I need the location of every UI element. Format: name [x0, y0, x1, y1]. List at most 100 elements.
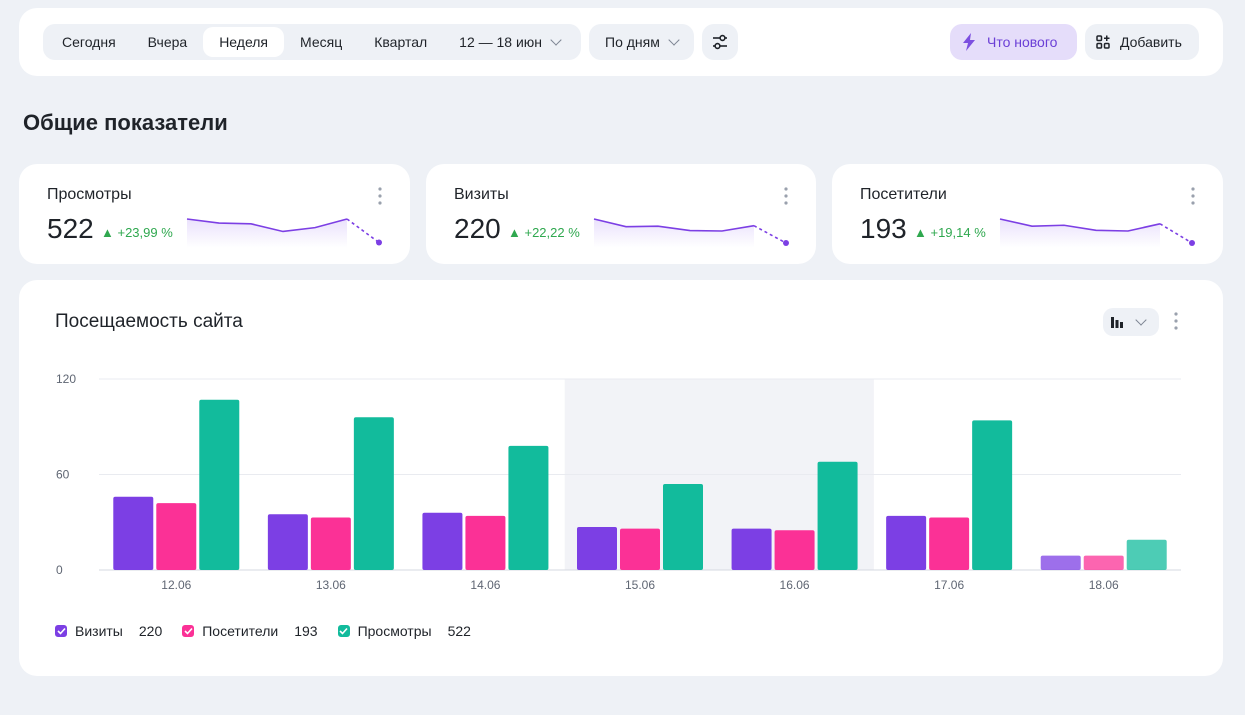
- period-month[interactable]: Месяц: [300, 34, 343, 50]
- add-widget-label: Добавить: [1120, 34, 1182, 50]
- bar-Визиты-15.06: [577, 527, 617, 570]
- kpi-title: Посетители: [860, 186, 947, 203]
- sparkline-area: [1000, 219, 1160, 248]
- kpi-card-views[interactable]: Просмотры 522 ▲ +23,99 %: [19, 164, 410, 264]
- bar-Просмотры-17.06: [972, 420, 1013, 570]
- kpi-value: 193: [860, 213, 907, 244]
- bar-Визиты-17.06: [886, 515, 927, 570]
- legend-total: 193: [294, 623, 318, 639]
- section-title: Общие показатели: [23, 110, 228, 135]
- add-widget-icon: [1096, 35, 1110, 49]
- bar-Просмотры-16.06: [817, 461, 858, 570]
- bar-Просмотры-12.06: [199, 399, 240, 570]
- kpi-delta: ▲ +19,14 %: [914, 225, 986, 240]
- legend-label: Посетители: [202, 623, 279, 639]
- bar-Посетители-16.06: [774, 530, 815, 570]
- x-tick-label: 18.06: [1089, 578, 1119, 592]
- period-selector: Сегодня Вчера Неделя Месяц Квартал 12 — …: [43, 24, 581, 60]
- sparkline-end-point: [376, 239, 382, 246]
- sparkline-line: [593, 218, 755, 232]
- grouping-label: По дням: [605, 34, 660, 50]
- sparkline-area: [594, 219, 754, 248]
- legend-label: Визиты: [75, 623, 123, 639]
- bar-Визиты-12.06: [113, 496, 154, 570]
- sparkline-line: [186, 218, 348, 233]
- sparkline-projection: [346, 218, 380, 244]
- bar-Посетители-14.06: [465, 515, 506, 570]
- x-tick-label: 14.06: [470, 578, 500, 592]
- chart-type-select[interactable]: [1103, 308, 1159, 336]
- date-range-label: 12 — 18 июн: [459, 34, 543, 50]
- date-range-picker[interactable]: 12 — 18 июн: [443, 27, 566, 57]
- kpi-sparkline: [999, 218, 1195, 248]
- period-today[interactable]: Сегодня: [62, 34, 116, 50]
- period-yesterday[interactable]: Вчера: [147, 34, 188, 50]
- filter-settings-button[interactable]: [702, 24, 738, 60]
- bar-Просмотры-13.06: [353, 417, 394, 570]
- x-tick-label: 17.06: [934, 578, 964, 592]
- bar-Просмотры-15.06: [663, 484, 703, 570]
- bar-chart: 0 60 120 12.06 13.06 14.06 15.06 16.06 17.06 18.0…: [56, 372, 1181, 592]
- kpi-card-visits[interactable]: Визиты 220 ▲ +22,22 %: [426, 164, 816, 264]
- bar-Посетители-13.06: [310, 517, 351, 570]
- bar-Визиты-14.06: [422, 512, 463, 570]
- traffic-chart-card: 0 60 120 12.06 13.06 14.06 15.06 16.06 17.06 18.0…: [19, 280, 1223, 676]
- kpi-delta: ▲ +23,99 %: [101, 225, 173, 240]
- sparkline-line: [999, 218, 1161, 232]
- whats-new-button[interactable]: Что нового: [950, 24, 1077, 60]
- legend-item-visitors[interactable]: Посетители 193: [182, 623, 318, 639]
- x-tick-label: 16.06: [780, 578, 810, 592]
- chart-legend: Визиты 220 Посетители 193 Просмотры 522: [55, 623, 491, 639]
- legend-label: Просмотры: [357, 623, 432, 639]
- legend-total: 522: [447, 623, 471, 639]
- kpi-sparkline: [186, 218, 382, 248]
- period-quarter[interactable]: Квартал: [374, 34, 428, 50]
- checkbox-checked-icon: [337, 625, 350, 637]
- kpi-value: 220: [454, 213, 501, 244]
- top-toolbar: Сегодня Вчера Неделя Месяц Квартал 12 — …: [19, 8, 1223, 76]
- sparkline-end-point: [1189, 240, 1195, 246]
- bar-Просмотры-14.06: [508, 445, 549, 570]
- bar-Просмотры-18.06: [1126, 539, 1167, 570]
- x-tick-label: 13.06: [316, 578, 346, 592]
- add-widget-button[interactable]: Добавить: [1085, 24, 1199, 60]
- chevron-down-icon: [668, 33, 680, 46]
- bar-chart-icon: [1111, 317, 1123, 328]
- more-vertical-icon[interactable]: [1187, 186, 1199, 206]
- more-vertical-icon[interactable]: [1170, 311, 1182, 331]
- y-tick-label: 0: [56, 563, 63, 577]
- kpi-card-visitors[interactable]: Посетители 193 ▲ +19,14 %: [832, 164, 1223, 264]
- lightning-icon: [963, 33, 975, 51]
- kpi-title: Визиты: [454, 186, 509, 203]
- bar-Визиты-16.06: [731, 528, 772, 570]
- checkbox-checked-icon: [182, 625, 195, 637]
- chart-title: Посещаемость сайта: [55, 311, 243, 332]
- bar-Посетители-12.06: [156, 503, 197, 570]
- bar-Визиты-13.06: [267, 514, 308, 570]
- sparkline-area: [187, 219, 347, 248]
- legend-item-visits[interactable]: Визиты 220: [55, 623, 162, 639]
- kpi-value: 522: [47, 213, 94, 244]
- chevron-down-icon: [1135, 313, 1147, 326]
- checkbox-checked-icon: [55, 625, 67, 637]
- sliders-icon: [713, 34, 727, 50]
- sparkline-projection: [1159, 223, 1193, 244]
- grouping-select[interactable]: По дням: [589, 24, 694, 60]
- x-tick-label: 12.06: [161, 578, 191, 592]
- kpi-sparkline: [593, 218, 789, 248]
- more-vertical-icon[interactable]: [374, 186, 386, 206]
- chevron-down-icon: [550, 33, 562, 46]
- period-week[interactable]: Неделя: [203, 27, 285, 57]
- bar-Посетители-18.06: [1083, 555, 1124, 570]
- legend-item-views[interactable]: Просмотры 522: [337, 623, 471, 639]
- bar-Визиты-18.06: [1040, 555, 1081, 570]
- legend-total: 220: [138, 623, 163, 639]
- x-tick-label: 15.06: [625, 578, 655, 592]
- whats-new-label: Что нового: [987, 34, 1058, 50]
- y-tick-label: 120: [56, 372, 76, 386]
- kpi-title: Просмотры: [47, 186, 132, 203]
- bar-Посетители-17.06: [929, 517, 970, 570]
- sparkline-end-point: [783, 240, 789, 246]
- more-vertical-icon[interactable]: [780, 186, 792, 206]
- sparkline-projection: [753, 225, 787, 244]
